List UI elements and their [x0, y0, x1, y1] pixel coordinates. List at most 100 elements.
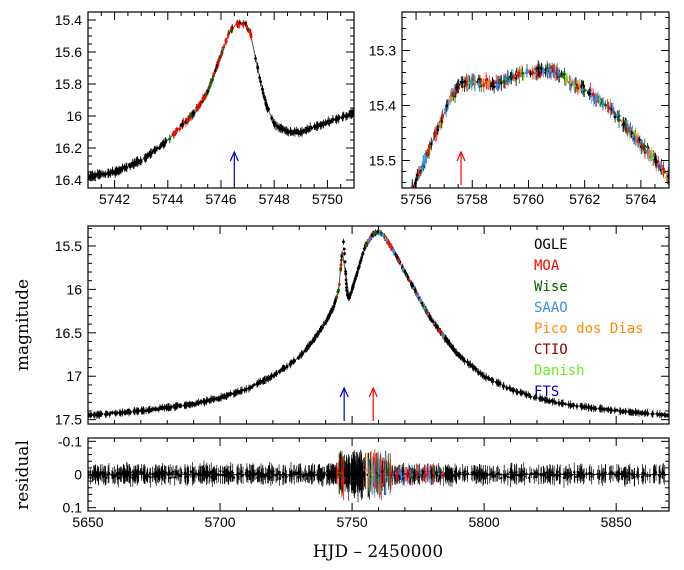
data-point	[460, 80, 464, 84]
data-point	[418, 298, 422, 302]
data-point	[559, 401, 563, 405]
data-point	[392, 249, 395, 253]
data-point	[469, 81, 473, 85]
data-point	[595, 96, 599, 100]
data-point	[646, 151, 649, 155]
data-point	[197, 103, 201, 106]
data-point	[168, 137, 172, 141]
data-point	[303, 129, 307, 133]
data-point	[326, 120, 330, 123]
data-point	[433, 132, 437, 136]
residual-point	[523, 475, 526, 478]
data-point	[445, 104, 449, 107]
data-point	[259, 80, 263, 84]
residual-point	[585, 472, 588, 475]
residual-point	[395, 475, 398, 478]
data-point	[224, 40, 228, 44]
residual-point	[482, 476, 485, 480]
data-point	[343, 260, 347, 264]
data-point	[188, 114, 192, 118]
data-point	[572, 84, 576, 88]
data-point	[186, 403, 190, 406]
data-point	[531, 71, 535, 75]
data-point	[528, 393, 531, 397]
data-point	[498, 78, 502, 82]
residual-point	[104, 476, 108, 479]
data-point	[349, 111, 353, 115]
data-point	[579, 405, 583, 409]
data-point	[148, 152, 151, 156]
data-point	[145, 155, 148, 159]
data-point	[361, 252, 365, 256]
zoom-right-data	[410, 60, 669, 188]
residual-point	[179, 475, 183, 478]
data-point	[161, 142, 165, 146]
data-point	[609, 408, 612, 412]
data-point	[644, 411, 648, 415]
data-point	[344, 278, 348, 282]
data-point	[306, 127, 309, 131]
data-point	[618, 409, 622, 413]
data-point	[422, 306, 426, 310]
data-point	[622, 123, 625, 126]
residual-point	[323, 471, 326, 475]
data-point	[487, 377, 491, 381]
data-point	[533, 395, 537, 399]
data-point	[339, 267, 343, 271]
residual-point	[547, 474, 550, 477]
data-point	[486, 83, 490, 87]
residual-point	[525, 472, 528, 475]
data-point	[342, 247, 346, 251]
data-point	[211, 78, 214, 82]
data-point	[344, 272, 348, 276]
data-point	[466, 360, 469, 364]
data-point	[184, 403, 188, 407]
data-point	[174, 130, 178, 134]
residual-point	[171, 470, 175, 474]
data-point	[123, 411, 127, 415]
residual-point	[503, 476, 506, 479]
event-arrow	[339, 386, 349, 421]
data-point	[654, 160, 658, 163]
data-point	[453, 349, 457, 353]
data-point	[368, 237, 371, 241]
data-point	[613, 409, 617, 413]
data-point	[139, 409, 143, 412]
data-point	[264, 103, 268, 107]
data-point	[443, 108, 447, 111]
residual-point	[506, 475, 510, 479]
residual-point	[601, 475, 604, 479]
residual-point	[646, 474, 649, 478]
event-arrow	[456, 150, 466, 185]
data-point	[424, 309, 428, 312]
data-point	[185, 119, 189, 123]
data-point	[111, 170, 115, 174]
data-point	[415, 173, 419, 177]
residual-point	[504, 474, 507, 477]
data-point	[179, 403, 183, 407]
data-point	[111, 411, 114, 415]
data-point	[295, 129, 299, 133]
data-point	[100, 412, 104, 416]
data-point	[508, 79, 512, 83]
data-point	[631, 410, 634, 414]
data-point	[382, 234, 385, 238]
data-point	[318, 327, 322, 331]
data-point	[324, 319, 328, 323]
data-point	[660, 165, 663, 169]
data-point	[629, 127, 633, 131]
data-point	[342, 240, 345, 244]
data-point	[417, 171, 421, 174]
data-point	[465, 80, 469, 84]
residual-point	[569, 474, 572, 477]
data-point	[477, 82, 481, 86]
data-point	[254, 57, 257, 60]
data-point	[261, 91, 265, 95]
data-point	[135, 160, 138, 164]
residual-point	[543, 472, 546, 475]
data-point	[92, 413, 96, 417]
residual-point	[558, 475, 562, 478]
data-point	[225, 394, 229, 398]
data-point	[509, 388, 513, 392]
data-point	[222, 45, 226, 49]
